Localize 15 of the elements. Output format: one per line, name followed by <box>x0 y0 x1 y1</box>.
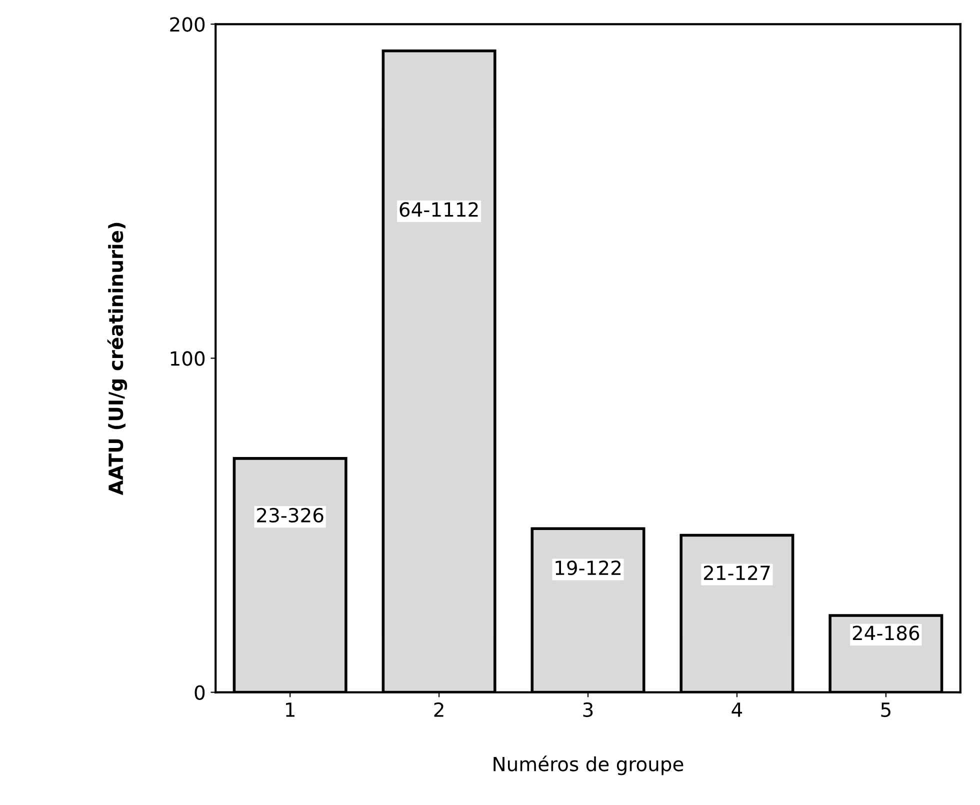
data-label: 21-127 <box>704 565 770 580</box>
data-label: 24-186 <box>852 626 920 640</box>
y-tick-label: 100 <box>170 351 205 366</box>
data-label: 19-122 <box>556 560 620 576</box>
y-tick-label: 0 <box>194 685 205 700</box>
data-label: 64-1112 <box>400 202 478 217</box>
y-tick-label: 200 <box>170 17 205 32</box>
data-label: 23-326 <box>257 508 324 523</box>
x-tick-label: 2 <box>434 702 444 717</box>
x-axis-title: Numéros de groupe <box>494 756 684 776</box>
x-tick-label: 1 <box>286 702 294 717</box>
x-tick-label: 3 <box>583 702 593 718</box>
x-tick-label: 5 <box>881 702 890 718</box>
x-tick-label: 4 <box>732 702 742 717</box>
y-axis-title: AATU (UI/g créatininurie) <box>107 222 128 496</box>
